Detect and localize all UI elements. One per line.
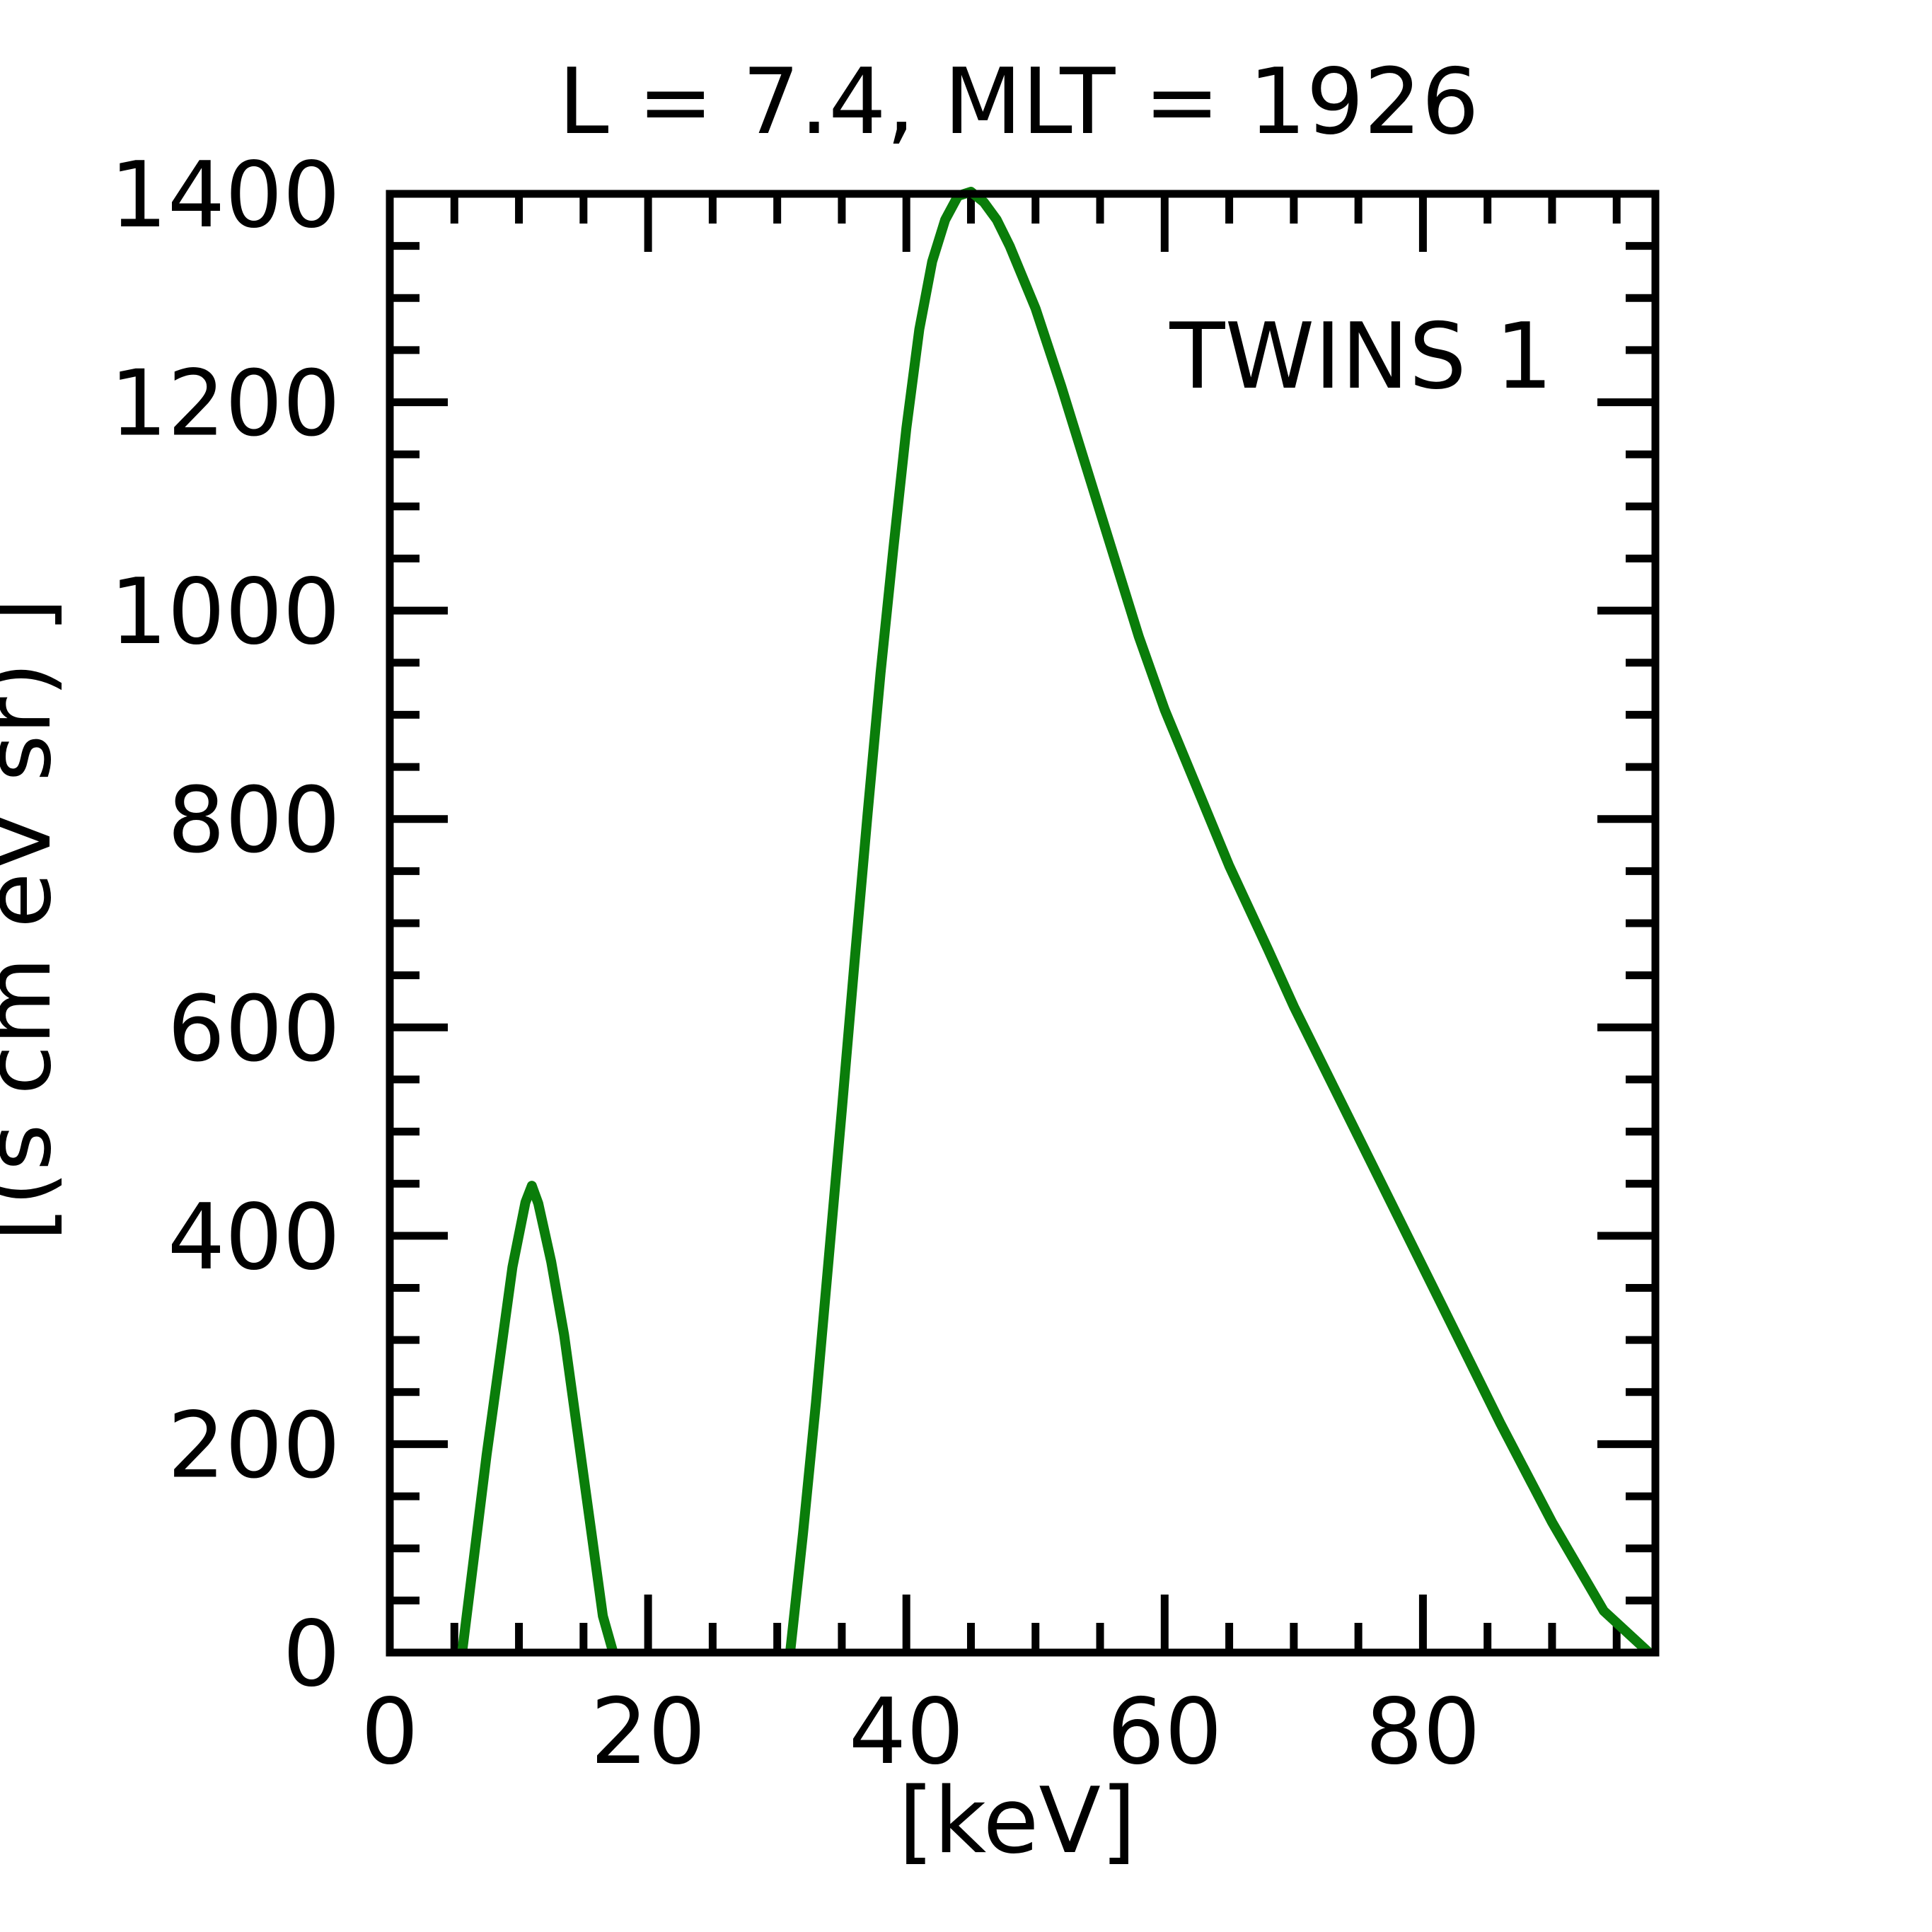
- plot-frame: [386, 190, 1660, 1657]
- ticks-layer: [386, 190, 1655, 1657]
- y-tick-label: 200: [168, 1393, 340, 1498]
- x-tick-label: 80: [1365, 1679, 1481, 1785]
- x-tick-label: 20: [591, 1679, 706, 1785]
- series-line-segment: [785, 187, 1653, 1657]
- y-tick-label: 800: [168, 768, 340, 874]
- y-tick-label: 600: [168, 976, 340, 1082]
- x-tick-label: 60: [1107, 1679, 1222, 1785]
- legend-label: TWINS 1: [1169, 304, 1553, 410]
- y-tick-label: 1400: [110, 143, 340, 248]
- chart-title: L = 7.4, MLT = 1926: [558, 50, 1479, 155]
- series-layer: [457, 187, 1653, 1657]
- x-axis-label: [keV]: [898, 1769, 1136, 1874]
- x-tick-label: 40: [849, 1679, 964, 1785]
- y-tick-label: 400: [168, 1185, 340, 1290]
- series-line-segment: [457, 1181, 618, 1654]
- y-axis-label: [(s cm eV sr) ]: [0, 598, 71, 1242]
- y-tick-label: 0: [283, 1602, 340, 1707]
- y-tick-label: 1200: [110, 352, 340, 457]
- y-tick-label: 1000: [110, 560, 340, 665]
- x-tick-label: 0: [361, 1679, 418, 1785]
